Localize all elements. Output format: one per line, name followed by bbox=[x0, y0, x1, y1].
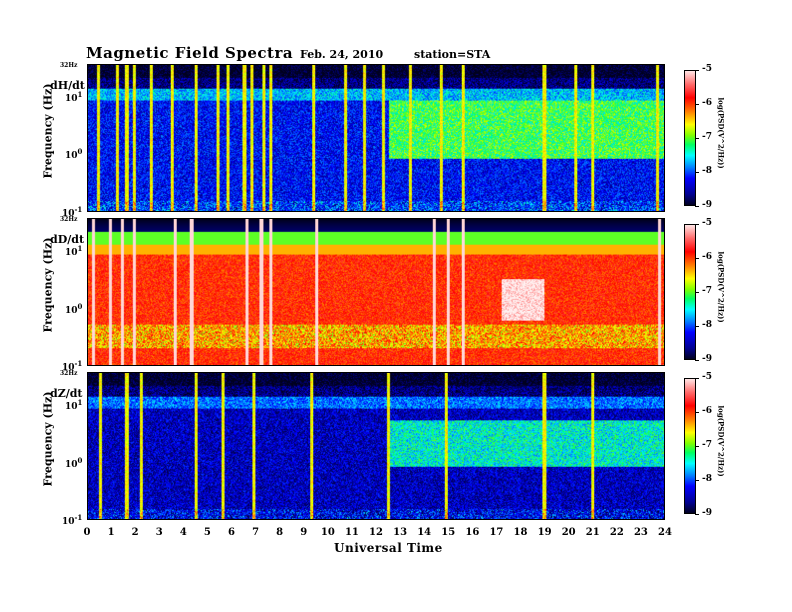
colorbar-tick-mark bbox=[695, 412, 699, 413]
colorbar-tick-mark bbox=[695, 378, 699, 379]
x-tick-label: 4 bbox=[179, 527, 187, 538]
colorbar-tick-label: -9 bbox=[702, 508, 712, 518]
y-tick-dd-10-0: 100 bbox=[65, 302, 83, 316]
colorbar-tick-label: -5 bbox=[702, 218, 712, 228]
top-freq-label-dd: 32Hz bbox=[60, 216, 78, 223]
x-axis-label: Universal Time bbox=[334, 541, 443, 555]
x-tick-label: 3 bbox=[155, 527, 163, 538]
y-tick-dd-10-1: 101 bbox=[65, 244, 83, 258]
y-tick-dz-10-1: 101 bbox=[65, 398, 83, 412]
spectrogram-canvas-dh bbox=[88, 65, 664, 211]
y-tick-dz-10-m1: 10-1 bbox=[62, 513, 83, 527]
colorbar-tick-mark bbox=[695, 514, 699, 515]
x-tick-label: 19 bbox=[537, 527, 552, 538]
chart-station: station=STA bbox=[414, 48, 491, 61]
y-axis-label-dz: Frequency (Hz) bbox=[41, 391, 55, 487]
colorbar-tick-mark bbox=[695, 138, 699, 139]
chart-title: Magnetic Field Spectra bbox=[86, 44, 294, 62]
y-axis-label-dh: Frequency (Hz) bbox=[41, 83, 55, 179]
x-tick-label: 23 bbox=[633, 527, 648, 538]
colorbar-tick-label: -8 bbox=[702, 166, 712, 176]
y-tick-dh-10-m1: 10-1 bbox=[62, 205, 83, 219]
x-tick-label: 20 bbox=[561, 527, 576, 538]
colorbar-tick-label: -7 bbox=[702, 440, 712, 450]
colorbar-label: log(PSD(V^2/Hz)) bbox=[716, 251, 726, 323]
colorbar-tick-label: -6 bbox=[702, 252, 712, 262]
colorbar-tick-label: -8 bbox=[702, 320, 712, 330]
x-tick-label: 9 bbox=[300, 527, 308, 538]
y-tick-dz-10-0: 100 bbox=[65, 456, 83, 470]
x-tick-label: 17 bbox=[489, 527, 504, 538]
colorbar-tick-label: -9 bbox=[702, 200, 712, 210]
colorbar-tick-label: -6 bbox=[702, 406, 712, 416]
colorbar-tick-mark bbox=[695, 70, 699, 71]
x-tick-label: 14 bbox=[417, 527, 432, 538]
x-tick-label: 11 bbox=[344, 527, 359, 538]
colorbar-tick-mark bbox=[695, 224, 699, 225]
colorbar-tick-mark bbox=[695, 292, 699, 293]
component-label-dd: dD/dt bbox=[50, 233, 85, 246]
colorbar-tick-label: -8 bbox=[702, 474, 712, 484]
colorbar-label: log(PSD(V^2/Hz)) bbox=[716, 97, 726, 169]
colorbar-tick-label: -7 bbox=[702, 286, 712, 296]
x-tick-label: 18 bbox=[513, 527, 528, 538]
y-tick-dh-10-1: 101 bbox=[65, 90, 83, 104]
x-tick-label: 7 bbox=[252, 527, 260, 538]
top-freq-label-dz: 32Hz bbox=[60, 370, 78, 377]
spectrogram-panel-dz bbox=[87, 372, 665, 520]
colorbar-tick-label: -5 bbox=[702, 64, 712, 74]
spectrogram-canvas-dd bbox=[88, 219, 664, 365]
x-tick-label: 16 bbox=[465, 527, 480, 538]
x-tick-label: 6 bbox=[228, 527, 235, 538]
colorbar-tick-mark bbox=[695, 206, 699, 207]
x-tick-label: 5 bbox=[203, 527, 211, 538]
spectrogram-panel-dd bbox=[87, 218, 665, 366]
colorbar-tick-mark bbox=[695, 480, 699, 481]
colorbar-tick-label: -5 bbox=[702, 372, 712, 382]
x-tick-label: 10 bbox=[320, 527, 335, 538]
x-tick-label: 15 bbox=[441, 527, 456, 538]
x-tick-label: 24 bbox=[658, 527, 672, 538]
colorbar-tick-mark bbox=[695, 360, 699, 361]
top-freq-label-dh: 32Hz bbox=[60, 62, 78, 69]
component-label-dz: dZ/dt bbox=[50, 387, 83, 400]
colorbar-tick-mark bbox=[695, 104, 699, 105]
y-tick-dd-10-m1: 10-1 bbox=[62, 359, 83, 373]
y-tick-dh-10-0: 100 bbox=[65, 147, 83, 161]
colorbar-tick-mark bbox=[695, 446, 699, 447]
x-tick-label: 13 bbox=[393, 527, 408, 538]
chart-date: Feb. 24, 2010 bbox=[300, 48, 384, 61]
x-tick-label: 22 bbox=[609, 527, 624, 538]
colorbar-label: log(PSD(V^2/Hz)) bbox=[716, 405, 726, 477]
x-tick-label: 12 bbox=[369, 527, 383, 538]
colorbar-tick-label: -7 bbox=[702, 132, 712, 142]
spectrogram-canvas-dz bbox=[88, 373, 664, 519]
component-label-dh: dH/dt bbox=[50, 79, 85, 92]
spectrogram-panel-dh bbox=[87, 64, 665, 212]
x-tick-label: 0 bbox=[83, 527, 91, 538]
colorbar-tick-mark bbox=[695, 326, 699, 327]
colorbar-tick-mark bbox=[695, 258, 699, 259]
colorbar-tick-mark bbox=[695, 172, 699, 173]
x-tick-label: 8 bbox=[276, 527, 284, 538]
colorbar-tick-label: -6 bbox=[702, 98, 712, 108]
colorbar-tick-label: -9 bbox=[702, 354, 712, 364]
x-tick-label: 1 bbox=[107, 527, 115, 538]
x-tick-label: 21 bbox=[585, 527, 600, 538]
x-tick-label: 2 bbox=[131, 527, 139, 538]
y-axis-label-dd: Frequency (Hz) bbox=[41, 237, 55, 333]
